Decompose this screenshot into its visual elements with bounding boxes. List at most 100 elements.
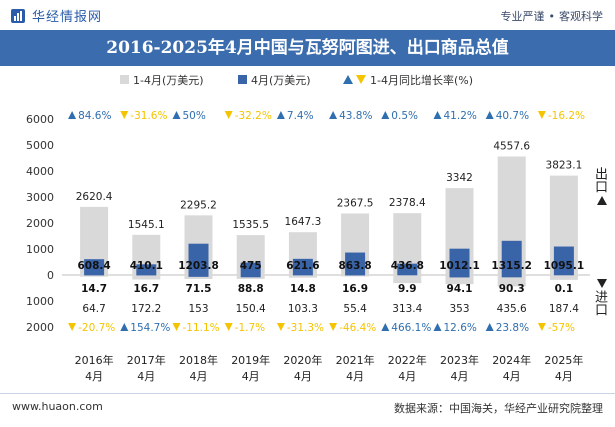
legend-swatch-cumulative — [120, 75, 129, 84]
export-month-bar — [240, 262, 261, 275]
tagline-separator: • — [548, 10, 556, 23]
import-month-label: 88.8 — [238, 283, 264, 295]
import-cumulative-bar — [341, 275, 370, 277]
x-tick-label-year: 2018年 — [179, 353, 218, 367]
export-cumulative-label: 3342 — [446, 172, 473, 184]
import-month-label: 14.8 — [290, 283, 316, 295]
import-down-arrow-icon — [597, 279, 607, 288]
tagline-right: 客观科学 — [559, 10, 603, 23]
export-growth-up-arrow-icon — [68, 111, 77, 119]
import-cumulative-label: 435.6 — [497, 303, 527, 315]
export-month-label: 1012.1 — [439, 260, 480, 272]
title-bar: 2016-2025年4月中国与瓦努阿图进、出口商品总值 — [0, 30, 615, 66]
import-month-label: 0.1 — [555, 283, 574, 295]
import-growth-up-arrow-icon — [485, 323, 494, 331]
export-growth-label: 84.6% — [78, 110, 111, 122]
export-growth-label: -32.2% — [235, 110, 272, 122]
import-cumulative-bar — [445, 275, 474, 285]
import-cumulative-bar — [549, 275, 578, 280]
import-growth-label: -46.4% — [339, 322, 376, 334]
export-cumulative-label: 4557.6 — [493, 141, 530, 153]
export-cumulative-label: 1647.3 — [285, 216, 322, 228]
export-month-label: 863.8 — [338, 260, 371, 272]
x-tick-label-year: 2025年 — [544, 353, 583, 367]
x-tick-label-year: 2022年 — [388, 353, 427, 367]
import-growth-down-arrow-icon — [537, 323, 546, 331]
export-month-label: 475 — [240, 260, 262, 272]
export-cumulative-label: 2620.4 — [76, 191, 113, 203]
import-growth-label: -57% — [548, 322, 575, 334]
export-month-label: 410.1 — [130, 260, 163, 272]
x-tick-label-year: 2016年 — [75, 353, 114, 367]
import-side-text: 进口 — [592, 290, 607, 316]
x-tick-label-year: 2020年 — [283, 353, 322, 367]
import-growth-up-arrow-icon — [433, 323, 442, 331]
export-growth-down-arrow-icon — [224, 111, 233, 119]
export-cumulative-label: 1535.5 — [232, 219, 269, 231]
import-cumulative-label: 103.3 — [288, 303, 318, 315]
export-month-bar — [84, 259, 105, 275]
y-tick-label: 1000 — [26, 243, 54, 256]
export-growth-up-arrow-icon — [381, 111, 390, 119]
import-month-label: 71.5 — [186, 283, 212, 295]
export-growth-up-arrow-icon — [172, 111, 181, 119]
import-growth-label: -31.3% — [287, 322, 324, 334]
x-tick-label-month: 4月 — [451, 370, 469, 383]
import-cumulative-bar — [393, 275, 422, 284]
y-tick-label: 1000 — [26, 295, 54, 308]
x-tick-label-month: 4月 — [555, 370, 573, 383]
export-growth-down-arrow-icon — [120, 111, 129, 119]
import-growth-up-arrow-icon — [381, 323, 390, 331]
export-month-bar — [292, 258, 313, 275]
import-growth-label: -20.7% — [78, 322, 115, 334]
x-tick-label-month: 4月 — [190, 370, 208, 383]
import-month-label: 9.9 — [398, 283, 417, 295]
export-cumulative-label: 1545.1 — [128, 219, 165, 231]
brand[interactable]: 华经情报网 — [10, 6, 102, 25]
tagline-left: 专业严谨 — [500, 10, 545, 23]
export-cumulative-label: 2367.5 — [337, 197, 374, 209]
export-cumulative-label: 2378.4 — [389, 197, 426, 209]
chart: 1-4月(万美元) 4月(万美元) 1-4月同比增长率(%) 6000 5000 4000… — [26, 73, 590, 383]
export-side-label: 出口 — [590, 167, 609, 193]
export-month-label: 1095.1 — [544, 260, 585, 272]
y-tick-label: 6000 — [26, 113, 54, 126]
x-tick-label-month: 4月 — [294, 370, 312, 383]
import-month-bar — [240, 275, 261, 278]
import-side-label: 进口 — [590, 290, 609, 316]
y-tick-label: 4000 — [26, 165, 54, 178]
import-cumulative-bar — [80, 275, 109, 277]
y-tick-label: 5000 — [26, 139, 54, 152]
import-cumulative-label: 55.4 — [343, 303, 367, 315]
import-growth-label: 23.8% — [496, 322, 529, 334]
y-tick-label: 3000 — [26, 191, 54, 204]
tagline: 专业严谨 • 客观科学 — [501, 8, 604, 24]
export-growth-up-arrow-icon — [485, 111, 494, 119]
footer-url[interactable]: www.huaon.com — [12, 400, 103, 413]
import-month-label: 16.7 — [133, 283, 159, 295]
export-month-label: 1315.2 — [491, 260, 532, 272]
export-month-bar — [553, 246, 574, 275]
export-month-bar — [449, 248, 470, 275]
export-side-text: 出口 — [592, 167, 607, 193]
export-growth-label: 41.2% — [444, 110, 477, 122]
import-cumulative-label: 187.4 — [549, 303, 579, 315]
export-growth-label: 0.5% — [391, 110, 418, 122]
x-tick-label-year: 2019年 — [231, 353, 270, 367]
import-growth-down-arrow-icon — [276, 323, 285, 331]
import-month-label: 16.9 — [342, 283, 368, 295]
export-month-bar — [501, 240, 522, 275]
export-growth-up-arrow-icon — [329, 111, 338, 119]
import-growth-label: 466.1% — [391, 322, 431, 334]
top-bar: 华经情报网 专业严谨 • 客观科学 — [0, 0, 615, 30]
export-month-bar — [397, 263, 418, 275]
y-tick-label: 2000 — [26, 321, 54, 334]
import-month-label: 14.7 — [81, 283, 107, 295]
footer-divider — [0, 393, 615, 394]
export-cumulative-label: 3823.1 — [546, 160, 583, 172]
x-tick-label-year: 2021年 — [336, 353, 375, 367]
export-cumulative-label: 2295.2 — [180, 199, 217, 211]
export-month-label: 1203.8 — [178, 260, 219, 272]
export-growth-up-arrow-icon — [433, 111, 442, 119]
import-month-bar — [449, 275, 470, 278]
